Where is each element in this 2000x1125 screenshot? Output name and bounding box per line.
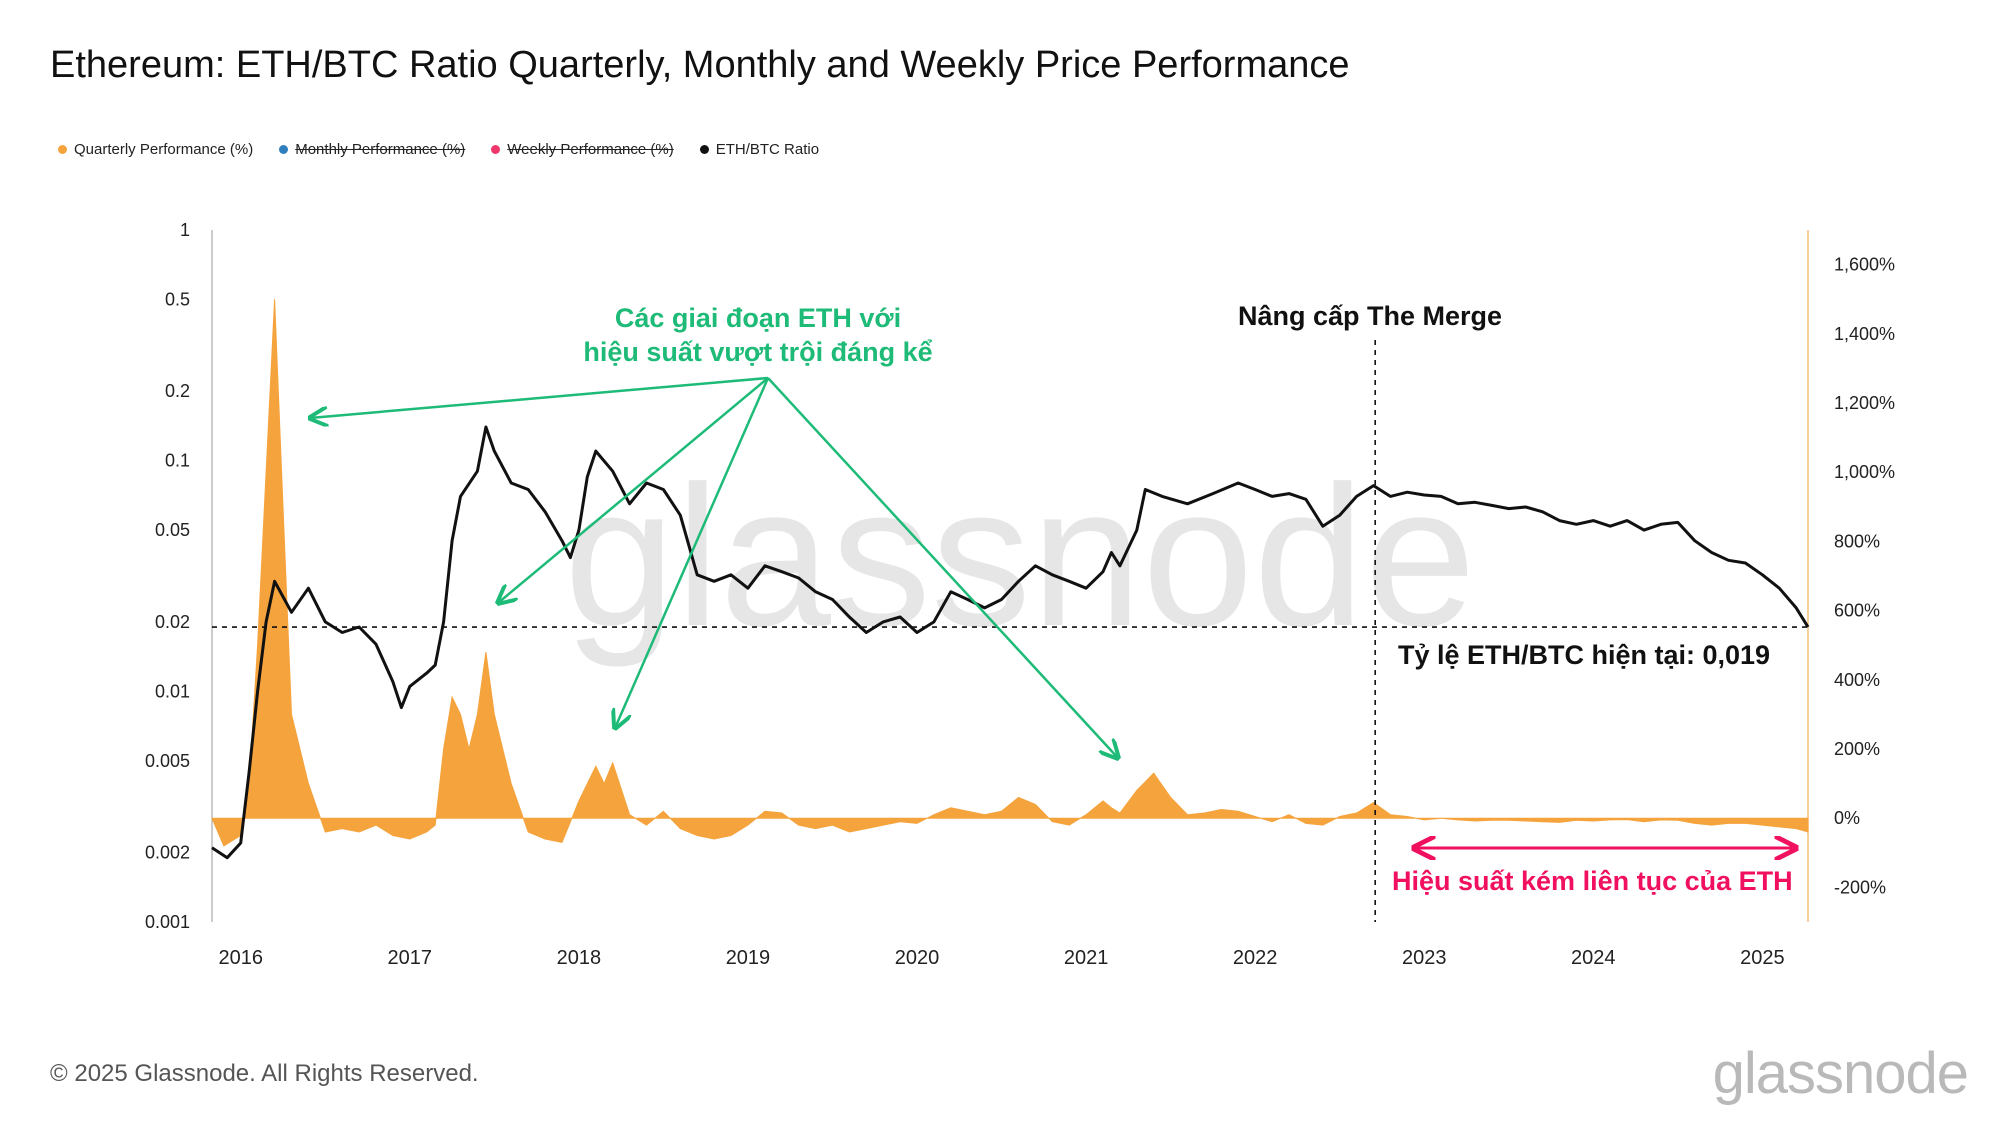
legend-item-ratio[interactable]: ETH/BTC Ratio [699, 141, 820, 158]
x-tick-label: 2022 [1233, 947, 1278, 969]
legend-item-monthly[interactable]: Monthly Performance (%) [279, 141, 465, 158]
y-right-tick-label: 600% [1834, 601, 1880, 621]
y-right-tick-label: 0% [1834, 808, 1860, 828]
legend-dot-monthly [279, 145, 289, 154]
y-right-ticks: 1,600% 1,400% 1,200% 1,000% 800% 600% 400% 200%… [1834, 255, 1895, 898]
arrow-2021 [767, 377, 1118, 758]
y-right-tick-label: 400% [1834, 670, 1880, 690]
copyright-footer: © 2025 Glassnode. All Rights Reserved. [50, 1060, 479, 1087]
eth-btc-ratio-line [211, 425, 1810, 860]
y-left-ticks: 1 0.5 0.2 0.1 0.05 0.02 0.01 0.005 0.002 0.001 [145, 220, 190, 932]
y-left-tick-label: 0.01 [155, 681, 190, 701]
y-left-tick-label: 0.002 [145, 843, 190, 863]
legend-label-monthly: Monthly Performance (%) [295, 141, 466, 158]
x-tick-label: 2019 [726, 947, 771, 969]
y-right-tick-label: 1,400% [1834, 324, 1895, 344]
outperform-text-line1: Các giai đoạn ETH với [615, 303, 901, 333]
x-tick-label: 2025 [1740, 947, 1785, 969]
legend-label-ratio: ETH/BTC Ratio [715, 141, 820, 158]
quarterly-performance-area [211, 299, 1809, 847]
arrow-2016 [310, 376, 769, 418]
arrow-2017 [498, 377, 769, 603]
watermark: glassnode [564, 445, 1476, 668]
y-left-tick-label: 0.1 [165, 451, 190, 471]
x-tick-label: 2017 [388, 947, 433, 969]
underperform-label: Hiệu suất kém liên tục của ETH [1392, 866, 1793, 896]
y-left-tick-label: 0.005 [145, 751, 190, 771]
current-ratio-label: Tỷ lệ ETH/BTC hiện tại: 0,019 [1398, 640, 1770, 670]
y-right-tick-label: -200% [1834, 877, 1886, 897]
y-right-tick-label: 1,200% [1834, 393, 1895, 413]
legend: Quarterly Performance (%) Monthly Perfor… [58, 141, 819, 158]
chart-title: Ethereum: ETH/BTC Ratio Quarterly, Month… [50, 44, 1350, 86]
brand-logo: glassnode [1712, 1041, 1969, 1106]
x-tick-label: 2020 [895, 947, 940, 969]
legend-label-quarterly: Quarterly Performance (%) [74, 141, 254, 158]
legend-item-quarterly[interactable]: Quarterly Performance (%) [58, 141, 253, 158]
merge-label: Nâng cấp The Merge [1238, 301, 1502, 331]
y-right-tick-label: 800% [1834, 531, 1880, 551]
x-ticks: 2016 2017 2018 2019 2020 2021 2022 2023 2024 2025 [218, 947, 1784, 969]
legend-dot-ratio [699, 145, 709, 154]
arrow-2018 [615, 377, 770, 728]
y-right-tick-label: 200% [1834, 739, 1880, 759]
y-left-tick-label: 1 [180, 220, 190, 240]
x-tick-label: 2016 [218, 947, 263, 969]
y-right-tick-label: 1,600% [1834, 255, 1895, 275]
x-tick-label: 2018 [557, 947, 602, 969]
y-left-tick-label: 0.05 [155, 520, 190, 540]
legend-dot-quarterly [58, 145, 67, 154]
y-left-tick-label: 0.5 [165, 289, 190, 309]
y-left-tick-label: 0.001 [145, 912, 190, 932]
legend-label-weekly: Weekly Performance (%) [507, 141, 674, 158]
y-right-tick-label: 1,000% [1834, 462, 1895, 482]
x-tick-label: 2024 [1571, 947, 1616, 969]
y-left-tick-label: 0.2 [165, 381, 190, 401]
legend-item-weekly[interactable]: Weekly Performance (%) [491, 141, 674, 158]
x-tick-label: 2021 [1064, 947, 1109, 969]
legend-dot-weekly [491, 145, 501, 154]
outperform-text-line2: hiệu suất vượt trội đáng kể [583, 337, 932, 367]
y-left-tick-label: 0.02 [155, 612, 190, 632]
x-tick-label: 2023 [1402, 947, 1447, 969]
